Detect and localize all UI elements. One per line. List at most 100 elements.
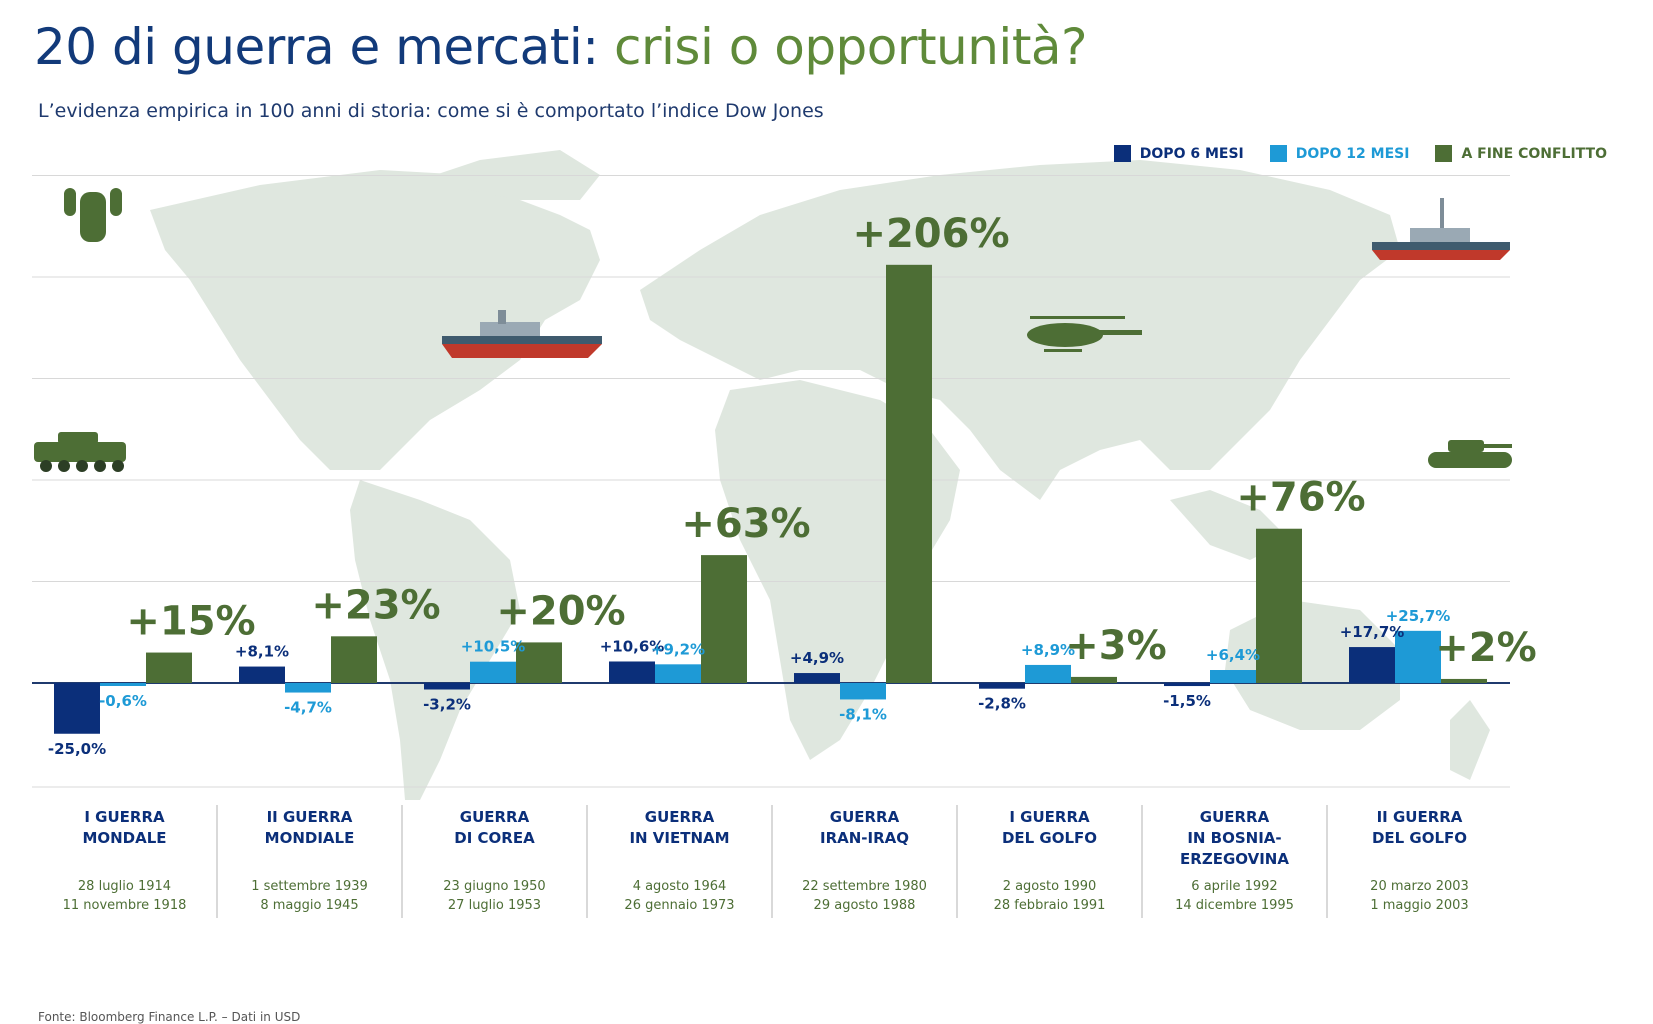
helicopter-icon	[1027, 316, 1142, 352]
bars	[54, 264, 1487, 734]
legend-label-6-months: DOPO 6 MESI	[1139, 145, 1244, 162]
category-date: 28 luglio 1914	[78, 879, 171, 894]
category-name: IRAN-IRAQ	[820, 829, 909, 847]
bar-6m	[609, 661, 655, 683]
page-subtitle: L’evidenza empirica in 100 anni di stori…	[38, 100, 824, 122]
armored-vehicle-icon	[34, 432, 126, 472]
category-date: 2 agosto 1990	[1003, 879, 1097, 894]
category-date: 8 maggio 1945	[260, 898, 358, 913]
bar-6m	[239, 666, 285, 683]
value-label-6m: -2,8%	[978, 695, 1026, 713]
value-label-6m: +17,7%	[1340, 623, 1405, 641]
category-date: 6 aprile 1992	[1191, 879, 1277, 894]
title-part-2: crisi o opportunità?	[613, 18, 1088, 76]
legend-item-6-months: DOPO 6 MESI	[1113, 145, 1244, 162]
value-label-6m: +8,1%	[235, 643, 289, 661]
bar-6m	[1349, 647, 1395, 683]
warship-icon	[1372, 198, 1510, 260]
bar-end	[1441, 678, 1487, 683]
bar-12m	[1025, 664, 1071, 683]
bar-6m	[794, 673, 840, 683]
value-label-12m: +25,7%	[1386, 607, 1451, 625]
category-date: 22 settembre 1980	[802, 879, 927, 894]
page-title: 20 di guerra e mercati: crisi o opportun…	[34, 18, 1088, 76]
category-name: MONDIALE	[265, 829, 355, 847]
bar-12m	[285, 683, 331, 693]
category-date: 27 luglio 1953	[448, 898, 541, 913]
value-label-6m: -3,2%	[423, 695, 471, 713]
category-date: 20 marzo 2003	[1370, 879, 1469, 894]
category-name: GUERRA	[645, 808, 715, 826]
value-label-end: +206%	[852, 211, 1009, 257]
value-label-12m: -4,7%	[284, 699, 332, 717]
bar-6m	[1164, 683, 1210, 687]
bar-12m	[470, 661, 516, 683]
value-label-12m: +6,4%	[1206, 646, 1260, 664]
category-name: II GUERRA	[1377, 808, 1463, 826]
soldier-icon	[64, 188, 122, 242]
legend: DOPO 6 MESI DOPO 12 MESI A FINE CONFLITT…	[1113, 145, 1607, 162]
legend-swatch-6-months	[1113, 145, 1131, 162]
value-label-12m: -0,6%	[99, 692, 147, 710]
value-label-6m: -25,0%	[48, 740, 106, 758]
category-date: 14 dicembre 1995	[1175, 898, 1294, 913]
value-label-12m: -8,1%	[839, 705, 887, 723]
category-name: IN BOSNIA-	[1187, 829, 1281, 847]
category-name: ERZEGOVINA	[1180, 850, 1289, 868]
category-name: GUERRA	[1200, 808, 1270, 826]
category-name: I GUERRA	[1009, 808, 1090, 826]
category-name: DI COREA	[454, 829, 535, 847]
bar-12m	[1210, 670, 1256, 683]
ship-icon	[442, 310, 602, 358]
bar-end	[516, 642, 562, 683]
bar-6m	[979, 683, 1025, 689]
bar-end	[146, 652, 192, 683]
category-name: I GUERRA	[84, 808, 165, 826]
value-label-end: +76%	[1236, 475, 1365, 521]
bar-6m	[424, 683, 470, 690]
value-label-end: +63%	[681, 501, 810, 547]
bar-12m	[655, 664, 701, 683]
value-label-end: +23%	[311, 582, 440, 628]
legend-label-12-months: DOPO 12 MESI	[1295, 145, 1410, 162]
value-label-6m: +10,6%	[600, 637, 665, 655]
category-date: 26 gennaio 1973	[624, 898, 734, 913]
value-label-end: +2%	[1435, 625, 1536, 671]
bar-12m	[840, 683, 886, 700]
category-date: 1 maggio 2003	[1370, 898, 1468, 913]
category-labels: I GUERRA MONDALE 28 luglio 1914 11 novembre…	[63, 805, 1469, 918]
bar-end	[886, 264, 932, 683]
bar-end	[1071, 676, 1117, 683]
bar-12m	[100, 683, 146, 686]
tank-icon	[1428, 440, 1512, 468]
value-label-12m: +8,9%	[1021, 641, 1075, 659]
category-name: GUERRA	[460, 808, 530, 826]
source-note: Fonte: Bloomberg Finance L.P. – Dati in …	[38, 1010, 301, 1024]
bar-end	[331, 636, 377, 683]
legend-swatch-12-months	[1269, 145, 1287, 162]
category-name: MONDALE	[82, 829, 166, 847]
category-date: 29 agosto 1988	[814, 898, 916, 913]
value-label-end: +3%	[1065, 623, 1166, 669]
bar-12m	[1395, 630, 1441, 683]
value-label-end: +20%	[496, 588, 625, 634]
category-date: 4 agosto 1964	[633, 879, 727, 894]
category-date: 1 settembre 1939	[251, 879, 368, 894]
bar-6m	[54, 683, 100, 734]
bar-end	[701, 555, 747, 683]
value-label-12m: +10,5%	[461, 638, 526, 656]
category-date: 28 febbraio 1991	[994, 898, 1106, 913]
category-date: 11 novembre 1918	[63, 898, 187, 913]
legend-item-12-months: DOPO 12 MESI	[1269, 145, 1410, 162]
value-label-12m: +9,2%	[651, 640, 705, 658]
bar-end	[1256, 528, 1302, 683]
category-name: DEL GOLFO	[1372, 829, 1467, 847]
value-labels: -25,0% -0,6% +15%+8,1% -4,7% +23% -3,2% +10,5%…	[48, 211, 1537, 758]
value-label-end: +15%	[126, 599, 255, 645]
category-date: 23 giugno 1950	[443, 879, 545, 894]
category-name: DEL GOLFO	[1002, 829, 1097, 847]
title-part-1: 20 di guerra e mercati:	[34, 18, 599, 76]
category-name: II GUERRA	[267, 808, 353, 826]
category-name: IN VIETNAM	[629, 829, 729, 847]
